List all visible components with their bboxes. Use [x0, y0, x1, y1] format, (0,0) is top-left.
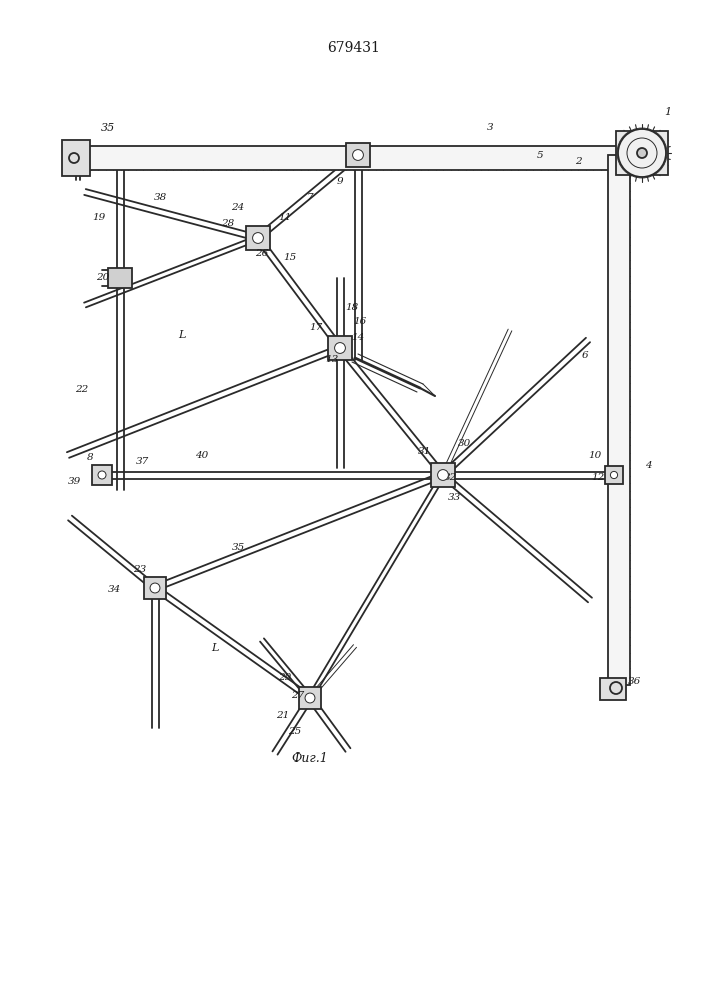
Bar: [78, 146, 628, 170]
Text: 7: 7: [307, 194, 313, 202]
Text: 6: 6: [582, 351, 588, 360]
Circle shape: [252, 233, 264, 243]
Text: 35: 35: [101, 123, 115, 133]
Bar: [62, 140, 90, 176]
Text: 24: 24: [231, 204, 245, 213]
Text: 37: 37: [136, 458, 150, 466]
Bar: [608, 155, 630, 685]
Bar: [605, 466, 623, 484]
Text: 9: 9: [337, 178, 344, 186]
Bar: [144, 577, 166, 599]
Circle shape: [610, 471, 618, 479]
Text: 32: 32: [443, 474, 457, 483]
Bar: [328, 336, 352, 360]
Text: 16: 16: [354, 318, 367, 326]
Text: 29: 29: [279, 674, 291, 682]
Text: 39: 39: [69, 478, 81, 487]
Circle shape: [438, 470, 448, 480]
Text: 36: 36: [627, 678, 641, 686]
Text: 21: 21: [276, 710, 290, 720]
Circle shape: [150, 583, 160, 593]
Bar: [600, 678, 626, 700]
Bar: [108, 268, 132, 288]
Text: Фиг.1: Фиг.1: [291, 752, 328, 764]
Text: 15: 15: [284, 253, 297, 262]
Text: 20: 20: [96, 273, 110, 282]
Text: 33: 33: [448, 493, 462, 502]
Text: 35: 35: [231, 544, 245, 552]
Text: 23: 23: [134, 566, 146, 574]
Text: 13: 13: [325, 356, 339, 364]
Bar: [92, 465, 112, 485]
Circle shape: [618, 129, 666, 177]
Text: 19: 19: [93, 214, 105, 223]
Text: 30: 30: [458, 438, 472, 448]
Text: 17: 17: [310, 324, 322, 332]
Text: L: L: [211, 643, 218, 653]
Text: 14: 14: [351, 334, 365, 342]
Text: 27: 27: [291, 690, 305, 700]
Bar: [431, 463, 455, 487]
Circle shape: [305, 693, 315, 703]
Text: 8: 8: [87, 454, 93, 462]
Text: 2: 2: [575, 157, 581, 166]
Bar: [616, 131, 668, 175]
Text: 40: 40: [195, 450, 209, 460]
Text: 18: 18: [346, 304, 358, 312]
Text: 25: 25: [288, 728, 302, 736]
Circle shape: [637, 148, 647, 158]
Text: 679431: 679431: [327, 41, 380, 55]
Text: 26: 26: [255, 249, 269, 258]
Bar: [346, 143, 370, 167]
Bar: [299, 687, 321, 709]
Circle shape: [334, 343, 346, 353]
Text: 10: 10: [588, 450, 602, 460]
Text: 31: 31: [419, 448, 432, 456]
Text: 12: 12: [591, 474, 604, 483]
Text: 1: 1: [665, 107, 672, 117]
Text: 5: 5: [537, 150, 543, 159]
Text: 28: 28: [221, 219, 235, 228]
Text: 4: 4: [645, 460, 651, 470]
Bar: [246, 226, 270, 250]
Circle shape: [98, 471, 106, 479]
Text: 38: 38: [153, 194, 167, 202]
Text: 34: 34: [108, 585, 122, 594]
Text: 22: 22: [76, 385, 88, 394]
Text: L: L: [178, 330, 186, 340]
Circle shape: [353, 150, 363, 160]
Text: 11: 11: [279, 214, 291, 223]
Text: 3: 3: [486, 123, 493, 132]
